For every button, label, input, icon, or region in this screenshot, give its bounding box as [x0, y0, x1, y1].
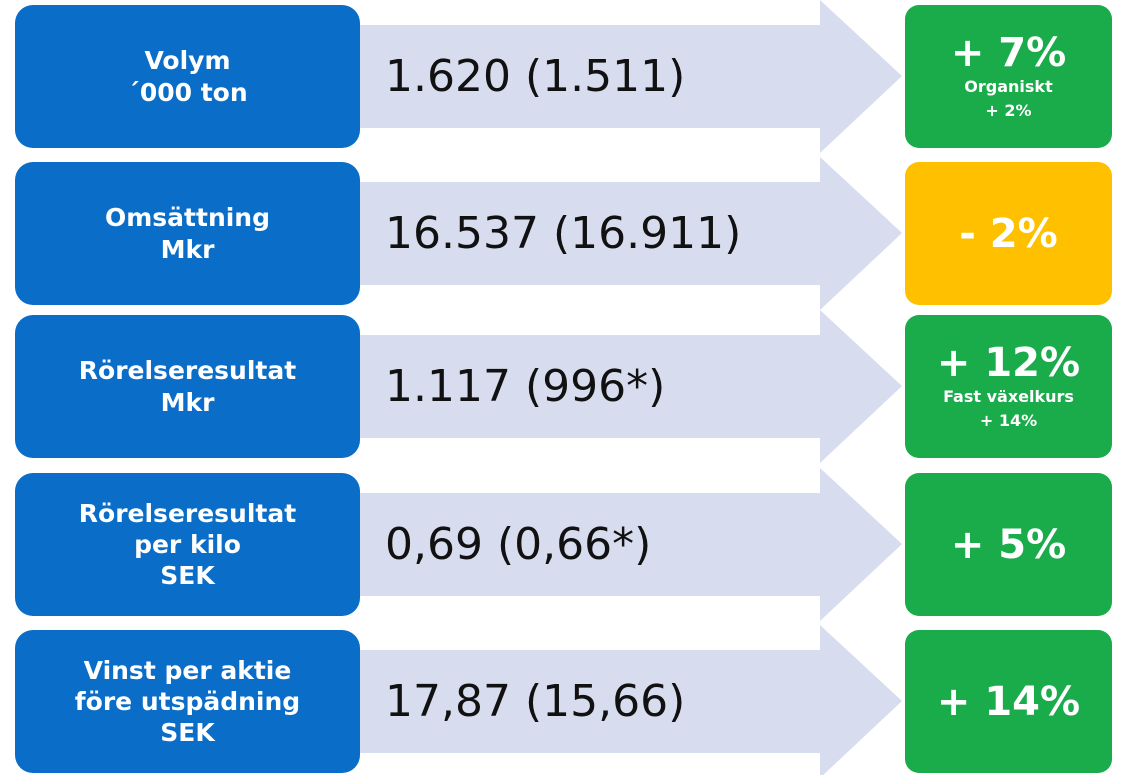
row-label: Vinst per aktie före utspädning SEK	[15, 630, 360, 773]
arrow	[340, 157, 902, 310]
row-value: 1.620 (1.511)	[385, 5, 685, 148]
row-label: Omsättning Mkr	[15, 162, 360, 305]
row-value: 0,69 (0,66*)	[385, 473, 651, 616]
change-text: + 7%	[950, 29, 1067, 76]
row-value: 17,87 (15,66)	[385, 630, 685, 773]
change-text: - 2%	[959, 210, 1058, 257]
label-line: ´000 ton	[127, 77, 248, 107]
change-note: + 2%	[985, 100, 1032, 120]
value-text: 0,69 (0,66*)	[385, 519, 652, 570]
label-line: Rörelseresultat	[78, 356, 297, 386]
value-text: 1.117 (996*)	[385, 361, 666, 412]
label-line: SEK	[160, 561, 215, 591]
row-label: Rörelseresultat Mkr	[15, 315, 360, 458]
value-text: 16.537 (16.911)	[385, 208, 742, 259]
label-line: före utspädning	[74, 686, 301, 716]
change-badge: + 14%	[905, 630, 1112, 773]
label-line: Mkr	[160, 387, 215, 417]
label-line: Mkr	[160, 234, 215, 264]
label-line: SEK	[160, 718, 215, 748]
change-badge: + 5%	[905, 473, 1112, 616]
label-line: Vinst per aktie	[83, 655, 292, 685]
row-value: 16.537 (16.911)	[385, 162, 741, 305]
change-text: + 12%	[936, 339, 1081, 386]
change-badge: + 7% Organiskt + 2%	[905, 5, 1112, 148]
label-line: per kilo	[134, 529, 241, 559]
value-text: 17,87 (15,66)	[385, 676, 686, 727]
change-note: + 14%	[979, 410, 1038, 430]
row-label: Rörelseresultat per kilo SEK	[15, 473, 360, 616]
arrow	[340, 310, 902, 463]
change-note: Fast växelkurs	[943, 386, 1074, 406]
label-line: Volym	[144, 46, 231, 76]
value-text: 1.620 (1.511)	[385, 51, 686, 102]
row-label: Volym ´000 ton	[15, 5, 360, 148]
change-badge: - 2%	[905, 162, 1112, 305]
change-text: + 14%	[936, 678, 1081, 725]
change-badge: + 12% Fast växelkurs + 14%	[905, 315, 1112, 458]
change-note: Organiskt	[964, 76, 1053, 96]
arrow	[340, 0, 902, 153]
change-text: + 5%	[950, 521, 1067, 568]
arrow	[340, 468, 902, 621]
arrow	[340, 625, 902, 775]
row-value: 1.117 (996*)	[385, 315, 665, 458]
label-line: Omsättning	[104, 203, 270, 233]
label-line: Rörelseresultat	[78, 498, 297, 528]
